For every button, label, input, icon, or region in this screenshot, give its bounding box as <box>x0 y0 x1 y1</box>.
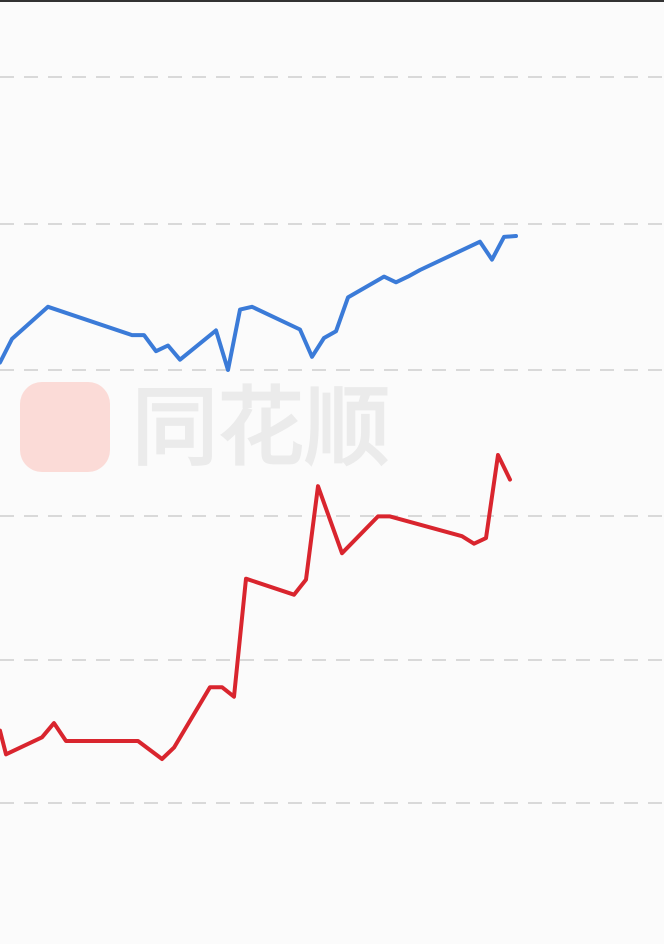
top-border <box>0 0 664 2</box>
grid-lines <box>0 76 664 804</box>
series-line-1 <box>0 234 518 372</box>
series-lines <box>0 234 518 761</box>
series-line-2 <box>0 453 512 761</box>
